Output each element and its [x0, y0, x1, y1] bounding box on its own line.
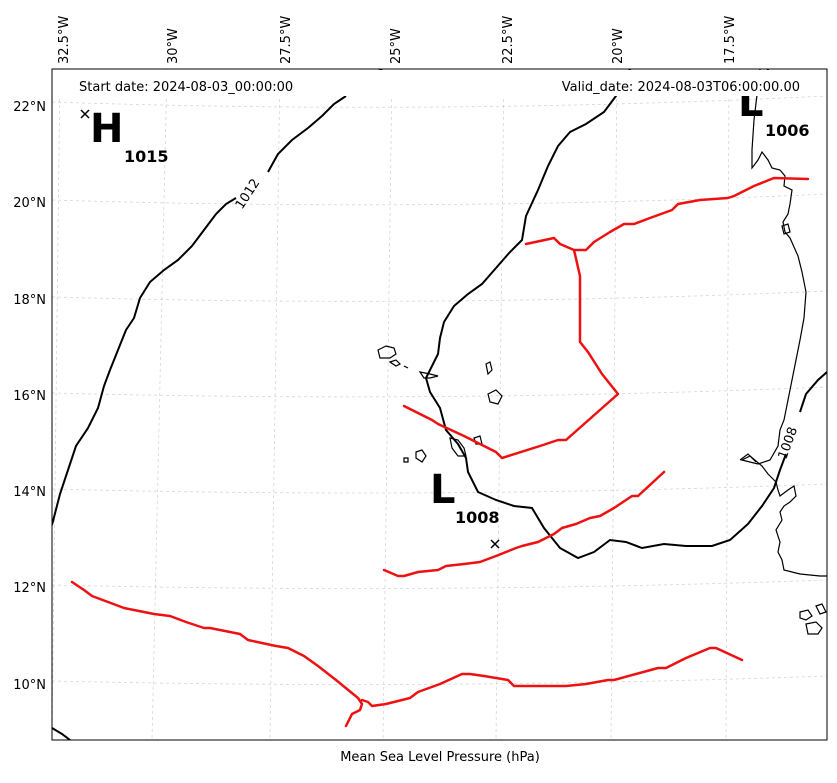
- longitude-ticks: 32.5°W 30°W 27.5°W 25°W 22.5°W 20°W 17.5…: [57, 16, 738, 64]
- lat-tick-14n: 14°N: [13, 485, 46, 500]
- lon-tick-27-5w: 27.5°W: [279, 16, 294, 64]
- parallel-18n: [52, 290, 827, 302]
- high-pressure-letter: H: [90, 106, 123, 152]
- high-center-marker: [80, 109, 90, 119]
- sal-island: [485, 361, 493, 376]
- high-pressure-value: 1015: [124, 147, 169, 166]
- fogo-island: [415, 449, 427, 463]
- isobars: [52, 69, 827, 740]
- meridian-30w: [151, 69, 168, 740]
- santa-luzia-island: [403, 365, 409, 369]
- boa-vista-island: [487, 389, 503, 405]
- isobar-1008: [424, 69, 827, 560]
- contour-label-1012: 1012: [233, 176, 264, 212]
- map-plot-area: 1012 1008 H 1015 L 1008 L 1006: [52, 69, 827, 740]
- coastlines: [377, 69, 827, 635]
- contour-labels: 1012 1008: [233, 176, 801, 461]
- meridian-22-5w: [495, 69, 505, 740]
- meridian-20w: [610, 69, 618, 740]
- meridian-25w: [382, 69, 393, 740]
- trough-south: [70, 580, 744, 728]
- center-markers: [80, 109, 500, 549]
- dakar-peninsula: [739, 453, 757, 463]
- map-caption: Mean Sea Level Pressure (hPa): [340, 750, 540, 765]
- lon-tick-30w: 30°W: [166, 28, 181, 64]
- parallel-12n: [52, 579, 827, 589]
- mauritania-islet: [781, 223, 791, 235]
- lat-tick-16n: 16°N: [13, 389, 46, 404]
- santo-antao-island: [377, 345, 397, 359]
- troughs: [70, 70, 822, 728]
- isobar-sw-corner: [52, 727, 71, 740]
- parallel-20n: [52, 193, 827, 206]
- lon-tick-20w: 20°W: [611, 28, 626, 64]
- lat-tick-20n: 20°N: [13, 196, 46, 211]
- lat-tick-12n: 12°N: [13, 581, 46, 596]
- latitude-ticks: 22°N 20°N 18°N 16°N 14°N 12°N 10°N: [13, 100, 46, 693]
- lon-tick-22-5w: 22.5°W: [501, 16, 516, 64]
- start-date-label: Start date: 2024-08-03_00:00:00: [79, 80, 293, 95]
- low-pressure-letter: L: [430, 467, 456, 513]
- lat-tick-18n: 18°N: [13, 293, 46, 308]
- sao-vicente-island: [388, 359, 402, 367]
- parallel-10n: [52, 675, 827, 685]
- bissagos: [815, 603, 827, 615]
- meridian-17-5w: [725, 69, 730, 740]
- header-backdrop: [53, 70, 826, 96]
- africa-coastline: [740, 69, 827, 577]
- meridian-27-5w: [269, 69, 281, 740]
- low-pressure-value: 1008: [455, 508, 500, 527]
- lat-tick-22n: 22°N: [13, 100, 46, 115]
- trough-middle: [382, 470, 666, 578]
- guinea-coast-2: [805, 621, 823, 635]
- lat-tick-10n: 10°N: [13, 678, 46, 693]
- parallel-16n: [52, 386, 827, 398]
- low-center-marker: [490, 539, 500, 549]
- lon-tick-17-5w: 17.5°W: [723, 16, 738, 64]
- trough-north: [524, 176, 810, 252]
- lon-tick-25w: 25°W: [389, 28, 404, 64]
- valid-date-label: Valid_date: 2024-08-03T06:00:00.00: [562, 80, 800, 95]
- brava-island: [403, 457, 409, 463]
- guinea-coast: [799, 609, 813, 621]
- parallel-14n: [52, 483, 827, 494]
- isobar-1012: [52, 95, 347, 526]
- meridian-32-5w: [52, 69, 61, 740]
- parallel-22n: [52, 95, 827, 108]
- map-frame: [51, 68, 828, 741]
- trough-north-branch: [402, 248, 620, 460]
- pressure-centers: H 1015 L 1008 L 1006: [90, 80, 810, 527]
- low-pressure-ne-value: 1006: [765, 121, 810, 140]
- lon-tick-32-5w: 32.5°W: [57, 16, 72, 64]
- graticule: [52, 69, 827, 740]
